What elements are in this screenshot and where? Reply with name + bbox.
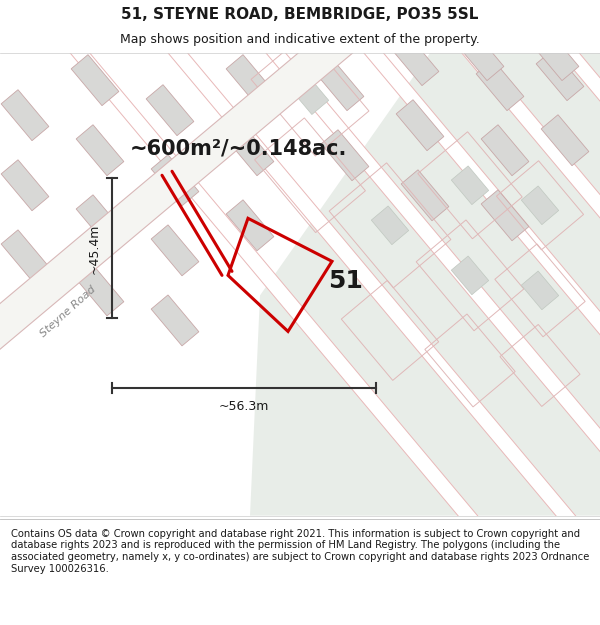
Polygon shape: [321, 130, 369, 181]
Polygon shape: [481, 190, 529, 241]
Polygon shape: [456, 29, 504, 81]
Polygon shape: [76, 125, 124, 176]
Polygon shape: [0, 14, 368, 555]
Polygon shape: [334, 0, 600, 357]
Polygon shape: [401, 170, 449, 221]
Polygon shape: [391, 34, 439, 86]
Polygon shape: [476, 59, 524, 111]
Text: ~56.3m: ~56.3m: [219, 400, 269, 413]
Polygon shape: [521, 271, 559, 310]
Polygon shape: [291, 76, 329, 114]
Polygon shape: [226, 54, 274, 106]
Polygon shape: [451, 256, 489, 295]
Text: ~600m²/~0.148ac.: ~600m²/~0.148ac.: [130, 138, 347, 158]
Polygon shape: [47, 0, 600, 599]
Polygon shape: [250, 53, 600, 516]
Polygon shape: [104, 0, 600, 551]
Text: 51: 51: [328, 269, 363, 293]
Polygon shape: [481, 125, 529, 176]
Polygon shape: [151, 295, 199, 346]
Polygon shape: [76, 195, 124, 246]
Text: Steyne Road: Steyne Road: [38, 284, 98, 339]
Polygon shape: [451, 166, 489, 204]
Polygon shape: [495, 0, 600, 222]
Polygon shape: [146, 85, 194, 136]
Polygon shape: [541, 115, 589, 166]
Polygon shape: [449, 0, 600, 261]
Polygon shape: [71, 54, 119, 106]
Polygon shape: [536, 49, 584, 101]
Polygon shape: [76, 265, 124, 316]
Polygon shape: [151, 155, 199, 206]
Text: Map shows position and indicative extent of the property.: Map shows position and indicative extent…: [120, 33, 480, 46]
Polygon shape: [162, 0, 600, 503]
Polygon shape: [1, 90, 49, 141]
Polygon shape: [531, 29, 579, 81]
Polygon shape: [0, 0, 580, 625]
Polygon shape: [277, 0, 600, 406]
Polygon shape: [220, 0, 600, 454]
Polygon shape: [316, 59, 364, 111]
Polygon shape: [1, 230, 49, 281]
Polygon shape: [226, 200, 274, 251]
Text: 51, STEYNE ROAD, BEMBRIDGE, PO35 5SL: 51, STEYNE ROAD, BEMBRIDGE, PO35 5SL: [121, 8, 479, 22]
Polygon shape: [392, 0, 600, 309]
Text: Contains OS data © Crown copyright and database right 2021. This information is : Contains OS data © Crown copyright and d…: [11, 529, 589, 574]
Polygon shape: [1, 160, 49, 211]
Text: ~45.4m: ~45.4m: [88, 223, 101, 274]
Polygon shape: [521, 186, 559, 224]
Polygon shape: [151, 225, 199, 276]
Polygon shape: [371, 206, 409, 244]
Polygon shape: [396, 100, 444, 151]
Polygon shape: [226, 125, 274, 176]
